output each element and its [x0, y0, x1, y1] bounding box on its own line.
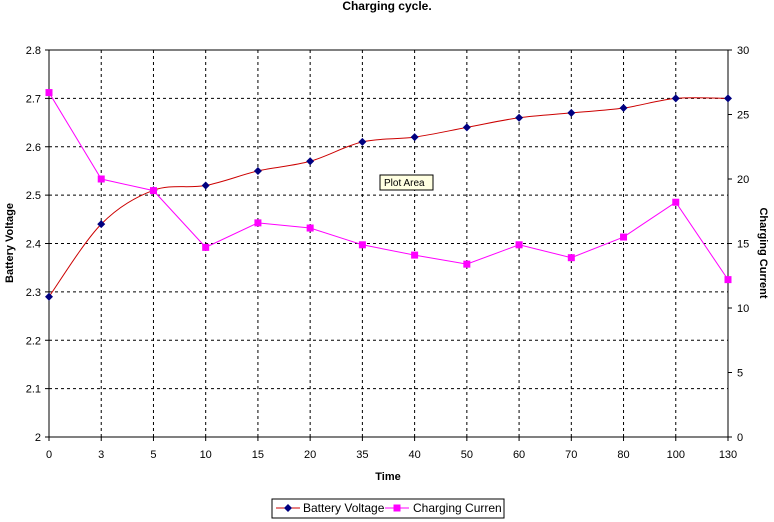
data-point [619, 104, 628, 113]
x-tick-label: 10 [200, 449, 212, 461]
y-left-tick-label: 2.6 [26, 142, 41, 154]
legend-label: Battery Voltage [303, 501, 385, 515]
x-tick-label: 0 [46, 449, 52, 461]
x-tick-label: 60 [513, 449, 525, 461]
legend-item: Battery Voltage [276, 501, 385, 515]
data-point [306, 157, 315, 166]
data-point [97, 175, 105, 183]
y-left-tick-label: 2 [35, 432, 41, 444]
y-right-tick-label: 30 [737, 45, 749, 57]
legend-item: Charging Curren [385, 501, 502, 515]
x-tick-label: 100 [667, 449, 685, 461]
data-point [358, 137, 367, 146]
series-2 [45, 89, 732, 284]
plot-area-tooltip: Plot Area [379, 174, 434, 191]
y-right-tick-label: 15 [737, 239, 749, 251]
data-point [462, 123, 471, 132]
x-tick-label: 50 [461, 449, 473, 461]
legend: Battery Voltage Charging Curren [271, 498, 505, 519]
legend-marker [284, 504, 292, 512]
data-point [306, 224, 314, 232]
data-point [358, 241, 366, 249]
data-point [254, 219, 262, 227]
chart-title: Charging cycle. [342, 0, 431, 13]
x-tick-label: 130 [719, 449, 737, 461]
y-left-tick-label: 2.8 [26, 45, 41, 57]
y-right-tick-label: 25 [737, 110, 749, 122]
data-point [620, 233, 628, 241]
data-point [201, 181, 210, 190]
x-axis-title: Time [375, 471, 400, 483]
series-layer [45, 89, 732, 301]
y-right-tick-label: 0 [737, 432, 743, 444]
series-1 [45, 94, 732, 301]
y-right-tick-label: 5 [737, 368, 743, 380]
data-point [45, 89, 53, 97]
y-left-axis-title: Battery Voltage [4, 203, 16, 283]
y-left-tick-label: 2.7 [26, 93, 41, 105]
y-right-axis: 0 5 10 15 20 25 30 [728, 45, 749, 444]
data-point [253, 166, 262, 175]
y-left-tick-label: 2.5 [26, 190, 41, 202]
series-line [48, 97, 729, 298]
data-point [45, 292, 53, 301]
data-point [515, 113, 524, 122]
data-point [149, 187, 157, 195]
y-left-tick-label: 2.4 [26, 239, 41, 251]
y-right-tick-label: 10 [737, 303, 749, 315]
y-right-axis-title: Charging Current [757, 207, 769, 298]
data-point [567, 254, 575, 262]
x-tick-label: 15 [252, 449, 264, 461]
data-point [515, 241, 523, 249]
data-point [671, 94, 680, 103]
y-left-axis: 2 2.1 2.2 2.3 2.4 2.5 2.6 2.7 2.8 [26, 45, 49, 444]
data-point [410, 133, 419, 142]
data-point [724, 276, 732, 284]
x-axis: 0 3 5 10 15 20 35 40 50 60 70 80 100 130 [46, 437, 737, 461]
x-tick-label: 5 [150, 449, 156, 461]
legend-marker [393, 504, 401, 512]
data-point [567, 108, 576, 117]
y-left-tick-label: 2.2 [26, 335, 41, 347]
y-right-tick-label: 20 [737, 174, 749, 186]
x-tick-label: 70 [565, 449, 577, 461]
x-tick-label: 80 [617, 449, 629, 461]
data-point [463, 260, 471, 268]
x-tick-label: 3 [98, 449, 104, 461]
y-left-tick-label: 2.1 [26, 384, 41, 396]
series-line [48, 92, 729, 280]
data-point [97, 220, 106, 229]
x-tick-label: 20 [304, 449, 316, 461]
data-point [202, 243, 210, 251]
legend-label: Charging Curren [413, 501, 502, 515]
data-point [672, 198, 680, 206]
data-point [724, 94, 732, 103]
y-left-tick-label: 2.3 [26, 287, 41, 299]
x-tick-label: 35 [356, 449, 368, 461]
data-point [411, 251, 419, 259]
tooltip-text: Plot Area [384, 178, 425, 189]
x-tick-label: 40 [408, 449, 420, 461]
